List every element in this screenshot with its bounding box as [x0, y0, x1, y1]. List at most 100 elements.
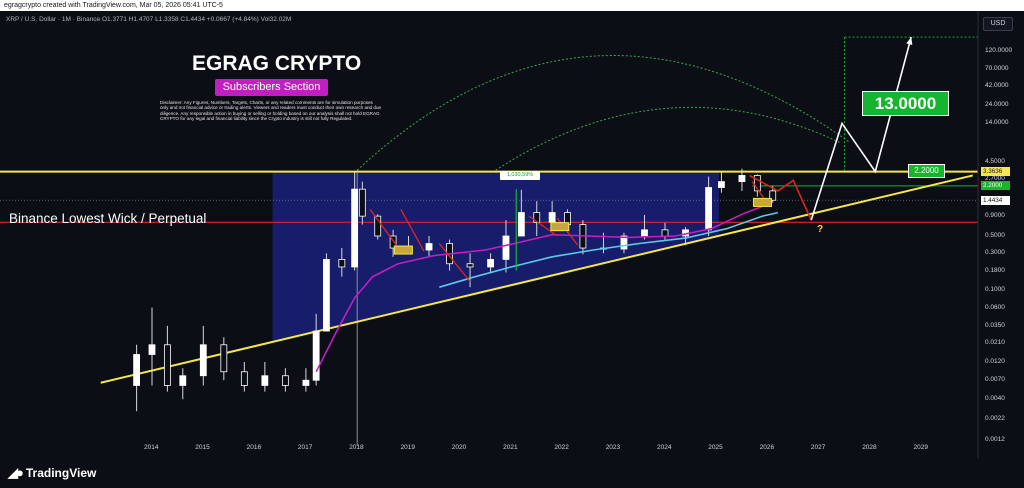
- y-tick-label: 0.9000: [985, 212, 1005, 220]
- cycle-arc-upper: [356, 55, 850, 171]
- y-tick-label: 0.0040: [985, 395, 1005, 403]
- currency-button[interactable]: USD: [983, 17, 1013, 31]
- candle: [641, 229, 648, 237]
- x-tick-label: 2016: [246, 444, 262, 451]
- x-tick-label: 2027: [810, 444, 826, 451]
- candle: [425, 243, 433, 251]
- y-tick-label: 0.0022: [985, 415, 1005, 423]
- y-tick-label: 0.0210: [985, 339, 1005, 347]
- y-tick-label: 2.7000: [985, 175, 1005, 182]
- binance-wick-label: Binance Lowest Wick / Perpetual: [9, 211, 207, 226]
- candle: [133, 354, 141, 386]
- target-2-2-label: 2.2000: [908, 164, 945, 178]
- candle: [738, 175, 746, 183]
- magenta-moving-average: [315, 201, 773, 373]
- header-bar: egragcrypto created with TradingView.com…: [0, 0, 1024, 11]
- x-tick-label: 2028: [862, 444, 877, 451]
- price-chart[interactable]: [0, 11, 1024, 458]
- x-tick-label: 2019: [400, 444, 415, 451]
- target-13-label: 13.0000: [862, 91, 949, 116]
- candle: [148, 344, 156, 355]
- tradingview-logo-text: TradingView: [25, 466, 97, 480]
- x-tick-label: 2021: [503, 444, 518, 451]
- candle: [261, 375, 269, 386]
- range-fill: [272, 171, 719, 342]
- x-tick-label: 2029: [913, 444, 928, 451]
- y-tick-label: 0.1800: [985, 266, 1005, 274]
- red-down-arrow: [369, 208, 402, 252]
- y-tick-label: 0.0070: [985, 376, 1005, 384]
- candle: [338, 259, 346, 268]
- footer-bar: [0, 458, 1024, 488]
- price-tag: 3.3636: [981, 167, 1010, 177]
- accumulation-box: [393, 245, 413, 255]
- subscribers-badge: Subscribers Section: [215, 79, 328, 96]
- candle: [502, 235, 510, 260]
- candle: [466, 263, 474, 268]
- candle: [517, 212, 525, 237]
- candle: [374, 215, 382, 237]
- candle: [620, 235, 628, 250]
- candle: [351, 188, 359, 268]
- y-tick-label: 0.0012: [985, 435, 1005, 443]
- candle: [302, 379, 310, 386]
- y-tick-label: 120.0000: [985, 46, 1013, 54]
- red-down-arrow: [400, 209, 425, 252]
- accumulation-box: [752, 197, 772, 207]
- red-down-arrow: [528, 215, 558, 237]
- candle: [705, 187, 713, 231]
- brand-title: EGRAG CRYPTO: [192, 52, 362, 75]
- y-tick-label: 0.1000: [985, 286, 1005, 294]
- candle: [240, 371, 248, 386]
- y-tick-label: 0.0600: [985, 303, 1005, 311]
- y-tick-label: 42.0000: [985, 82, 1009, 90]
- y-tick-label: 4.5000: [985, 157, 1005, 165]
- y-tick-label: 0.0120: [985, 358, 1005, 366]
- candle: [358, 188, 366, 217]
- candle: [769, 190, 777, 201]
- y-tick-label: 14.0000: [985, 119, 1009, 127]
- symbol-legend: XRP / U.S. Dollar · 1M · Binance O1.3771…: [6, 16, 292, 23]
- candle: [389, 235, 397, 249]
- y-tick-label: 0.3000: [985, 249, 1005, 257]
- candle: [163, 344, 171, 386]
- cycle-arc-lower: [495, 106, 840, 171]
- accumulation-box: [550, 222, 570, 232]
- candle: [220, 344, 228, 373]
- projection-path-red: [749, 174, 812, 221]
- projection-arrowhead: [906, 37, 913, 46]
- x-tick-label: 2015: [195, 444, 210, 451]
- x-tick-label: 2020: [451, 444, 467, 451]
- x-tick-label: 2018: [349, 444, 364, 451]
- tradingview-logo-icon: ◢●: [8, 465, 24, 480]
- x-tick-label: 2025: [708, 444, 723, 451]
- x-tick-label: 2014: [144, 444, 159, 451]
- x-tick-label: 2017: [297, 444, 313, 451]
- ascending-support-line: [100, 174, 974, 384]
- created-text: egragcrypto created with TradingView.com…: [4, 2, 223, 9]
- price-tag: 2.2000: [981, 181, 1010, 191]
- question-mark: ?: [817, 224, 824, 235]
- candle: [179, 375, 187, 386]
- x-tick-label: 2023: [605, 444, 621, 451]
- disclaimer-text: Disclaimer: Any Figures, Numbers, Target…: [160, 100, 382, 122]
- x-tick-label: 2024: [657, 444, 672, 451]
- tradingview-logo[interactable]: ◢● TradingView: [8, 465, 96, 481]
- y-tick-label: 0.5000: [985, 232, 1005, 239]
- cyan-moving-average: [439, 211, 779, 288]
- y-tick-label: 24.0000: [985, 101, 1009, 109]
- x-tick-label: 2026: [759, 444, 775, 451]
- candle: [312, 330, 320, 381]
- price-tag: 1.4434: [981, 195, 1010, 205]
- x-tick-label: 2022: [554, 444, 569, 451]
- candle: [548, 212, 556, 223]
- candle: [487, 259, 494, 268]
- y-tick-label: 70.0000: [985, 65, 1009, 72]
- candle: [661, 229, 669, 237]
- candle: [753, 175, 761, 192]
- red-down-arrow: [438, 243, 471, 282]
- candle: [323, 259, 330, 332]
- candle: [281, 375, 289, 386]
- candle: [199, 344, 207, 377]
- y-tick-label: 0.0350: [985, 321, 1005, 329]
